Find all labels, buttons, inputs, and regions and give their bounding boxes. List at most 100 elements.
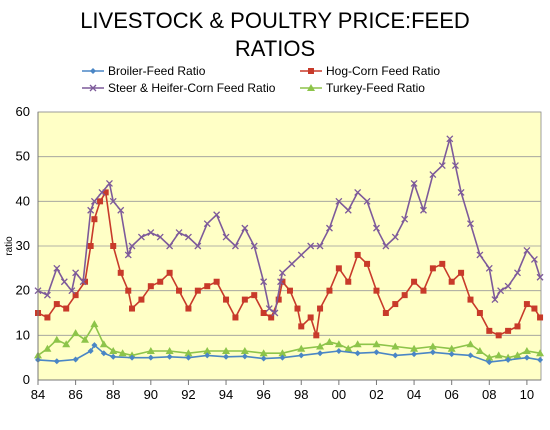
marker-x: [316, 242, 324, 250]
marker-square: [411, 278, 418, 285]
marker-square: [279, 278, 286, 285]
marker-diamond: [429, 349, 436, 356]
marker-x: [354, 188, 362, 196]
marker-diamond: [537, 356, 544, 363]
marker-x: [401, 215, 409, 223]
marker-square: [467, 296, 474, 303]
marker-square: [495, 332, 502, 339]
marker-triangle: [334, 340, 343, 348]
marker-square: [117, 269, 124, 276]
marker-square: [129, 305, 136, 312]
marker-square: [317, 305, 324, 312]
marker-square: [420, 287, 427, 294]
marker-x: [128, 242, 136, 250]
marker-square: [448, 278, 455, 285]
marker-square: [294, 305, 301, 312]
y-tick-label: 60: [16, 104, 30, 119]
marker-square: [401, 292, 408, 299]
marker-x: [137, 233, 145, 241]
marker-triangle: [513, 351, 522, 359]
marker-x: [203, 220, 211, 228]
series-2: [34, 135, 544, 317]
marker-triangle: [307, 84, 315, 91]
series-layer: [34, 135, 545, 366]
marker-diamond: [87, 347, 94, 354]
marker-x: [297, 251, 305, 259]
legend-item-2: Steer & Heifer-Corn Feed Ratio: [82, 81, 276, 95]
marker-square: [326, 287, 333, 294]
x-tick-label: 86: [68, 387, 82, 402]
marker-square: [537, 314, 544, 321]
marker-square: [176, 287, 183, 294]
y-tick-label: 30: [16, 238, 30, 253]
marker-triangle: [43, 344, 52, 352]
marker-x: [89, 84, 97, 92]
marker-square: [275, 296, 282, 303]
marker-x: [72, 269, 80, 277]
marker-triangle: [353, 340, 362, 348]
marker-square: [91, 216, 98, 223]
marker-x: [222, 233, 230, 241]
marker-square: [232, 314, 239, 321]
marker-diamond: [100, 350, 107, 357]
marker-triangle: [278, 349, 287, 357]
marker-triangle: [466, 340, 475, 348]
marker-diamond: [147, 354, 154, 361]
legend-label: Steer & Heifer-Corn Feed Ratio: [108, 81, 276, 95]
y-tick-label: 0: [23, 372, 30, 387]
marker-triangle: [494, 351, 503, 359]
marker-x: [175, 229, 183, 237]
marker-square: [514, 323, 521, 330]
marker-diamond: [448, 351, 455, 358]
marker-triangle: [184, 349, 193, 357]
x-tick-label: 08: [482, 387, 496, 402]
marker-triangle: [81, 335, 90, 343]
marker-square: [87, 243, 94, 249]
marker-square: [476, 310, 483, 316]
y-tick-label: 40: [16, 193, 30, 208]
marker-x: [530, 255, 538, 263]
series-3: [34, 320, 545, 361]
marker-triangle: [62, 340, 71, 348]
marker-square: [308, 68, 314, 74]
marker-triangle: [344, 344, 353, 352]
marker-x: [491, 296, 499, 304]
marker-diamond: [373, 349, 380, 356]
marker-x: [231, 242, 239, 250]
marker-x: [241, 224, 249, 232]
marker-x: [260, 278, 268, 286]
marker-square: [44, 314, 51, 321]
marker-triangle: [475, 346, 484, 354]
marker-x: [523, 247, 531, 254]
marker-x: [147, 229, 155, 237]
marker-diamond: [185, 354, 192, 361]
marker-diamond: [129, 354, 136, 361]
marker-square: [486, 327, 493, 334]
marker-square: [125, 287, 132, 294]
marker-x: [536, 273, 544, 281]
legend-label: Broiler-Feed Ratio: [108, 64, 206, 78]
x-tick-label: 06: [444, 387, 458, 402]
legend-item-0: Broiler-Feed Ratio: [82, 64, 206, 78]
marker-square: [72, 292, 79, 299]
marker-triangle: [165, 346, 174, 354]
marker-square: [458, 269, 465, 276]
marker-diamond: [523, 354, 530, 361]
marker-x: [476, 251, 484, 259]
legend-item-1: Hog-Corn Feed Ratio: [300, 64, 440, 78]
marker-triangle: [325, 338, 334, 346]
marker-diamond: [53, 358, 60, 365]
legend-item-3: Turkey-Feed Ratio: [300, 81, 425, 95]
marker-x: [514, 269, 521, 277]
marker-diamond: [411, 351, 418, 358]
x-tick-label: 90: [144, 387, 158, 402]
marker-x: [213, 211, 221, 219]
x-tick-label: 94: [219, 387, 233, 402]
marker-x: [98, 188, 106, 196]
marker-triangle: [391, 342, 400, 350]
marker-x: [457, 188, 465, 196]
y-axis-label: ratio: [4, 236, 15, 256]
chart-title-line-1: LIVESTOCK & POULTRY PRICE:FEED: [80, 8, 470, 33]
marker-square: [157, 278, 164, 285]
marker-triangle: [71, 329, 80, 337]
